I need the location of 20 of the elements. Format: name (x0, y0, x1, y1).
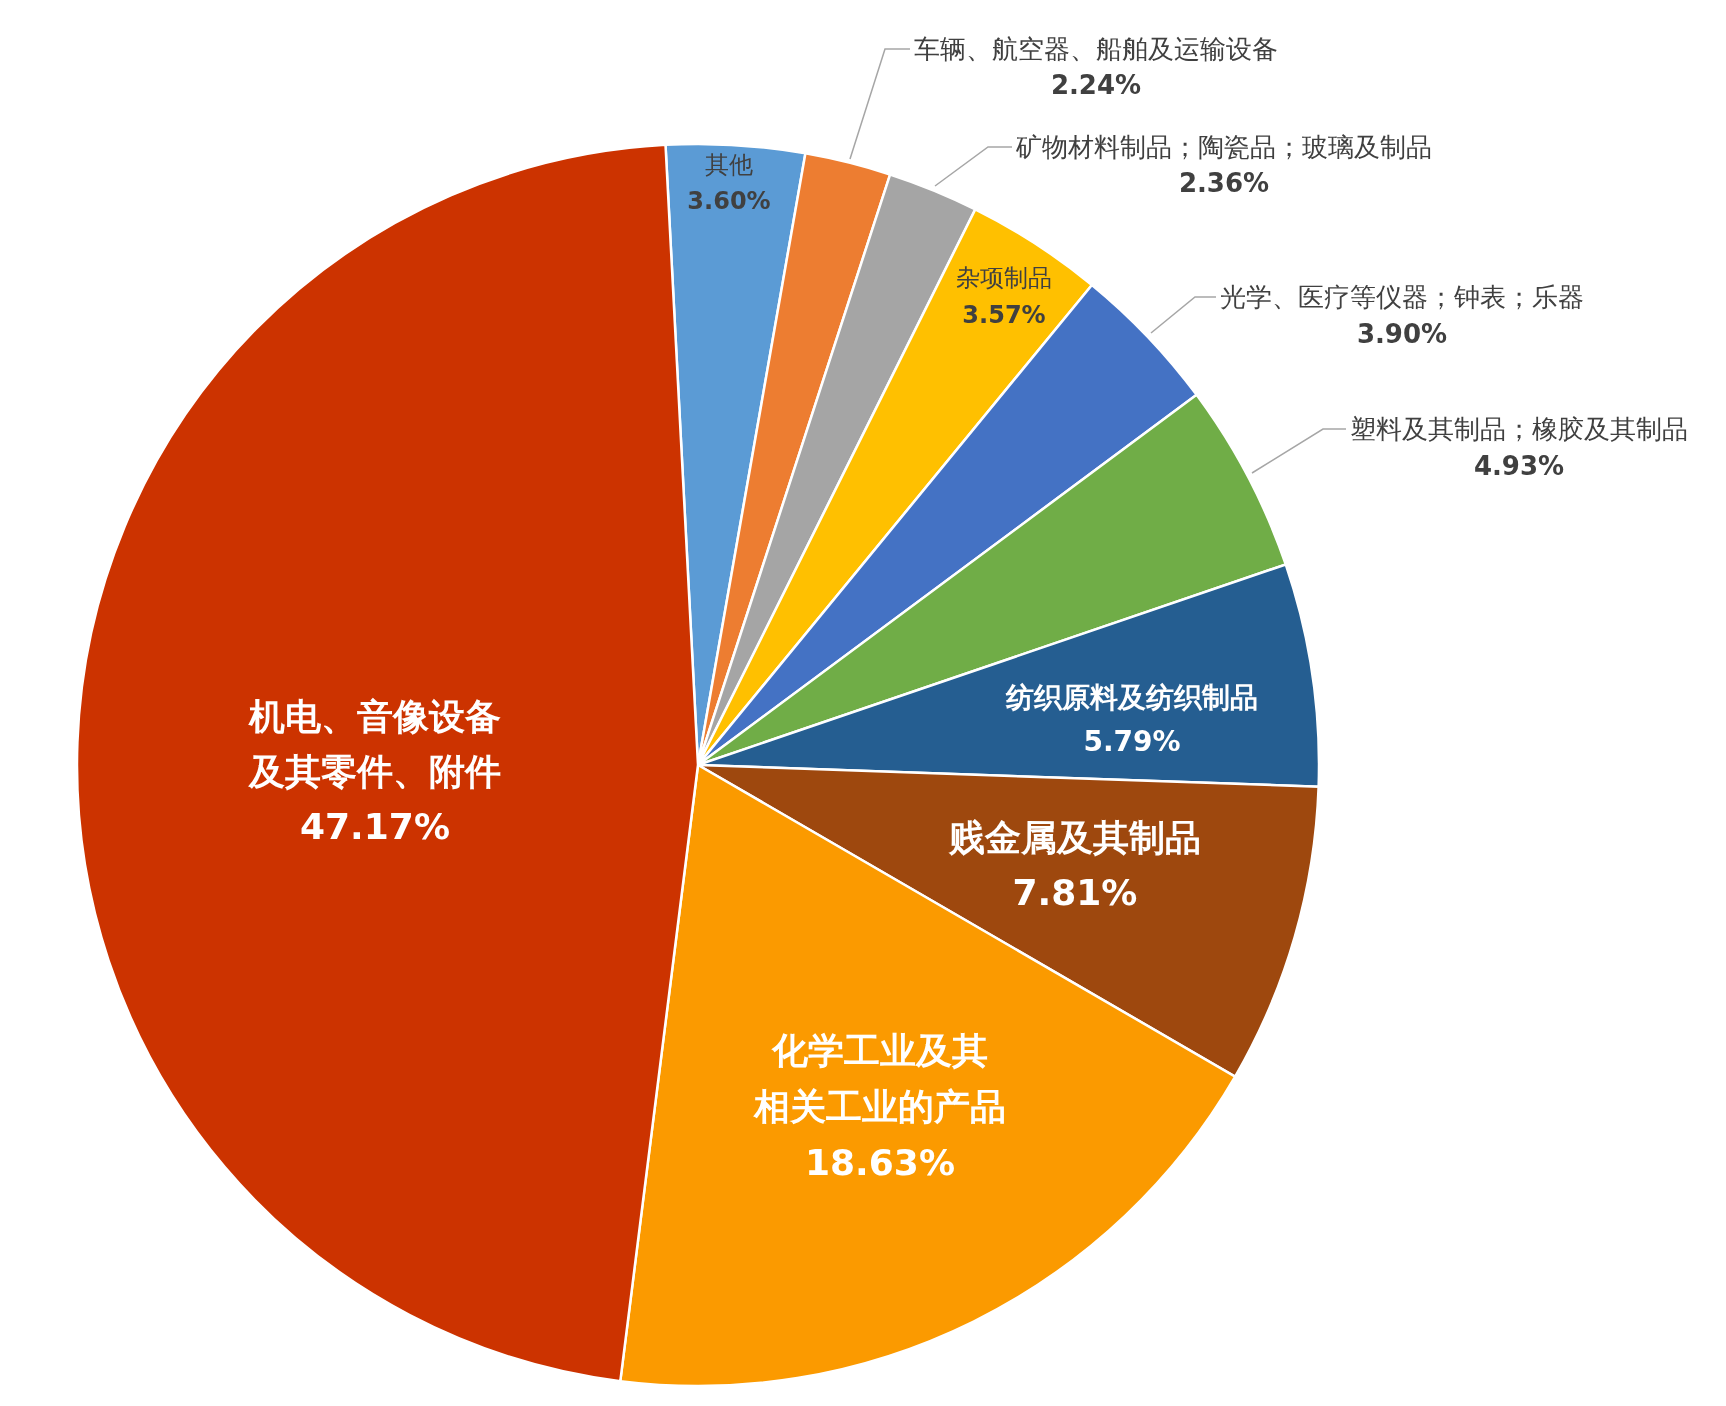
data-label: 3.60% (687, 187, 771, 215)
data-label: 3.90% (1356, 319, 1448, 349)
slice-label: 杂项制品 (956, 264, 1052, 292)
slice-label: 矿物材料制品；陶瓷品；玻璃及制品 (1015, 132, 1432, 162)
slice-label: 机电、音像设备及其零件、附件 (248, 696, 501, 792)
data-label: 4.93% (1473, 451, 1565, 481)
data-label: 2.36% (1178, 168, 1270, 198)
slice-label: 车辆、航空器、船舶及运输设备 (914, 34, 1278, 64)
slice-label: 光学、医疗等仪器；钟表；乐器 (1220, 282, 1584, 312)
data-label: 47.17% (300, 806, 450, 847)
slice-label: 塑料及其制品；橡胶及其制品 (1350, 414, 1688, 444)
data-label: 3.57% (962, 301, 1046, 329)
slice-label: 纺织原料及纺织制品 (1005, 681, 1258, 714)
data-label: 7.81% (1012, 872, 1138, 913)
data-label: 2.24% (1050, 70, 1142, 100)
slice-label: 化学工业及其相关工业的产品 (753, 1030, 1006, 1127)
data-label: 5.79% (1083, 725, 1181, 758)
data-label: 18.63% (805, 1142, 955, 1183)
slice-label: 其他 (705, 151, 753, 179)
slice-label: 贱金属及其制品 (948, 817, 1201, 858)
